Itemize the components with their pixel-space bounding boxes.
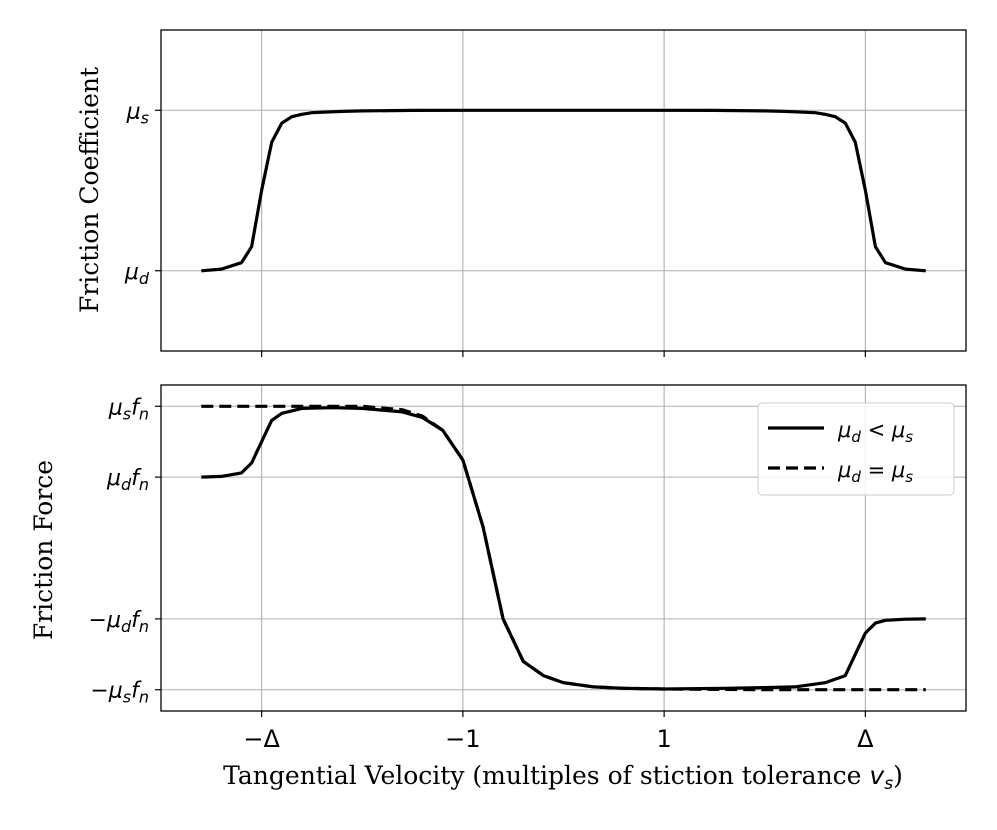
math-subscript: n	[139, 617, 149, 636]
bottom-lines	[201, 404, 926, 692]
math-subscript: d	[121, 475, 132, 494]
bottom-panel: −Δ −1 1 Δ μs​fn​ μd​fn​ −μd​fn​ −μs​fn​ Fricti…	[29, 384, 967, 794]
x-axis-label-variable: v	[869, 761, 885, 790]
bottom-x-tick-label-1: −1	[445, 725, 480, 753]
legend-symbol: μ	[891, 418, 905, 442]
math-subscript: d	[139, 269, 150, 288]
math-symbol: μ	[126, 99, 141, 124]
bottom-x-tick-label-2: 1	[656, 725, 671, 753]
legend-subscript: s	[905, 468, 913, 486]
x-axis-label-text: Tangential Velocity (multiples of sticti…	[223, 761, 869, 790]
legend-subscript: s	[905, 428, 913, 446]
top-y-axis-label: Friction Coefficient	[75, 67, 104, 313]
bottom-series-dashed-line	[201, 404, 926, 692]
bottom-y-tick-label-0: μs​fn​	[108, 395, 149, 423]
legend-baseline-reset	[861, 418, 868, 442]
legend-label-unequal: μd < μs	[837, 418, 913, 446]
math-symbol: f	[131, 679, 142, 704]
math-subscript: n	[139, 404, 149, 423]
top-y-tick-label-1: μs​	[126, 99, 149, 127]
bottom-x-ticks: −Δ −1 1 Δ	[243, 711, 874, 753]
legend: μd < μs μd = μs	[757, 402, 955, 496]
math-subscript: n	[139, 475, 149, 494]
math-subscript: d	[121, 617, 132, 636]
top-y-ticks: μd​ μs​	[124, 99, 161, 288]
math-subscript: s	[123, 404, 131, 423]
legend-symbol: μ	[837, 458, 851, 482]
legend-box	[757, 402, 955, 496]
math-subscript: n	[139, 688, 149, 707]
bottom-y-tick-label-1: μd​fn​	[106, 466, 149, 494]
bottom-y-ticks: μs​fn​ μd​fn​ −μd​fn​ −μs​fn​	[89, 395, 161, 707]
legend-operator: =	[868, 458, 892, 482]
top-y-tick-label-0: μd​	[124, 260, 150, 288]
legend-label-equal: μd = μs	[837, 458, 913, 486]
math-symbol: f	[131, 608, 142, 633]
top-series-solid-line	[201, 108, 926, 273]
x-axis-label: Tangential Velocity (multiples of sticti…	[223, 761, 903, 794]
legend-symbol: μ	[891, 458, 905, 482]
bottom-y-tick-label-2: −μd​fn​	[89, 608, 149, 636]
top-axes-frame	[160, 29, 967, 352]
math-symbol: μ	[124, 260, 139, 285]
bottom-axes-frame	[160, 384, 967, 712]
legend-subscript: d	[851, 468, 861, 486]
bottom-x-tick-label-0: −Δ	[243, 725, 280, 753]
bottom-y-tick-label-3: −μs​fn​	[90, 679, 149, 707]
math-subscript: s	[141, 108, 149, 127]
minus-sign: −	[90, 679, 108, 704]
minus-sign: −	[89, 608, 107, 633]
bottom-x-tick-label-3: Δ	[857, 725, 874, 753]
top-panel: μd​ μs​ Friction Coefficient	[75, 29, 967, 357]
math-symbol: μ	[108, 679, 123, 704]
math-symbol: μ	[106, 608, 121, 633]
legend-operator: <	[868, 418, 892, 442]
top-lines	[201, 108, 926, 273]
math-symbol: μ	[106, 466, 121, 491]
legend-symbol: μ	[837, 418, 851, 442]
x-axis-label-close: )	[893, 761, 903, 790]
top-x-ticks	[261, 351, 866, 357]
math-symbol: f	[131, 466, 142, 491]
legend-baseline-reset	[861, 458, 868, 482]
math-subscript: s	[123, 688, 131, 707]
math-symbol: μ	[108, 395, 123, 420]
bottom-y-axis-label: Friction Force	[29, 460, 58, 640]
x-axis-label-subscript: s	[884, 774, 893, 794]
legend-subscript: d	[851, 428, 861, 446]
math-symbol: f	[131, 395, 142, 420]
